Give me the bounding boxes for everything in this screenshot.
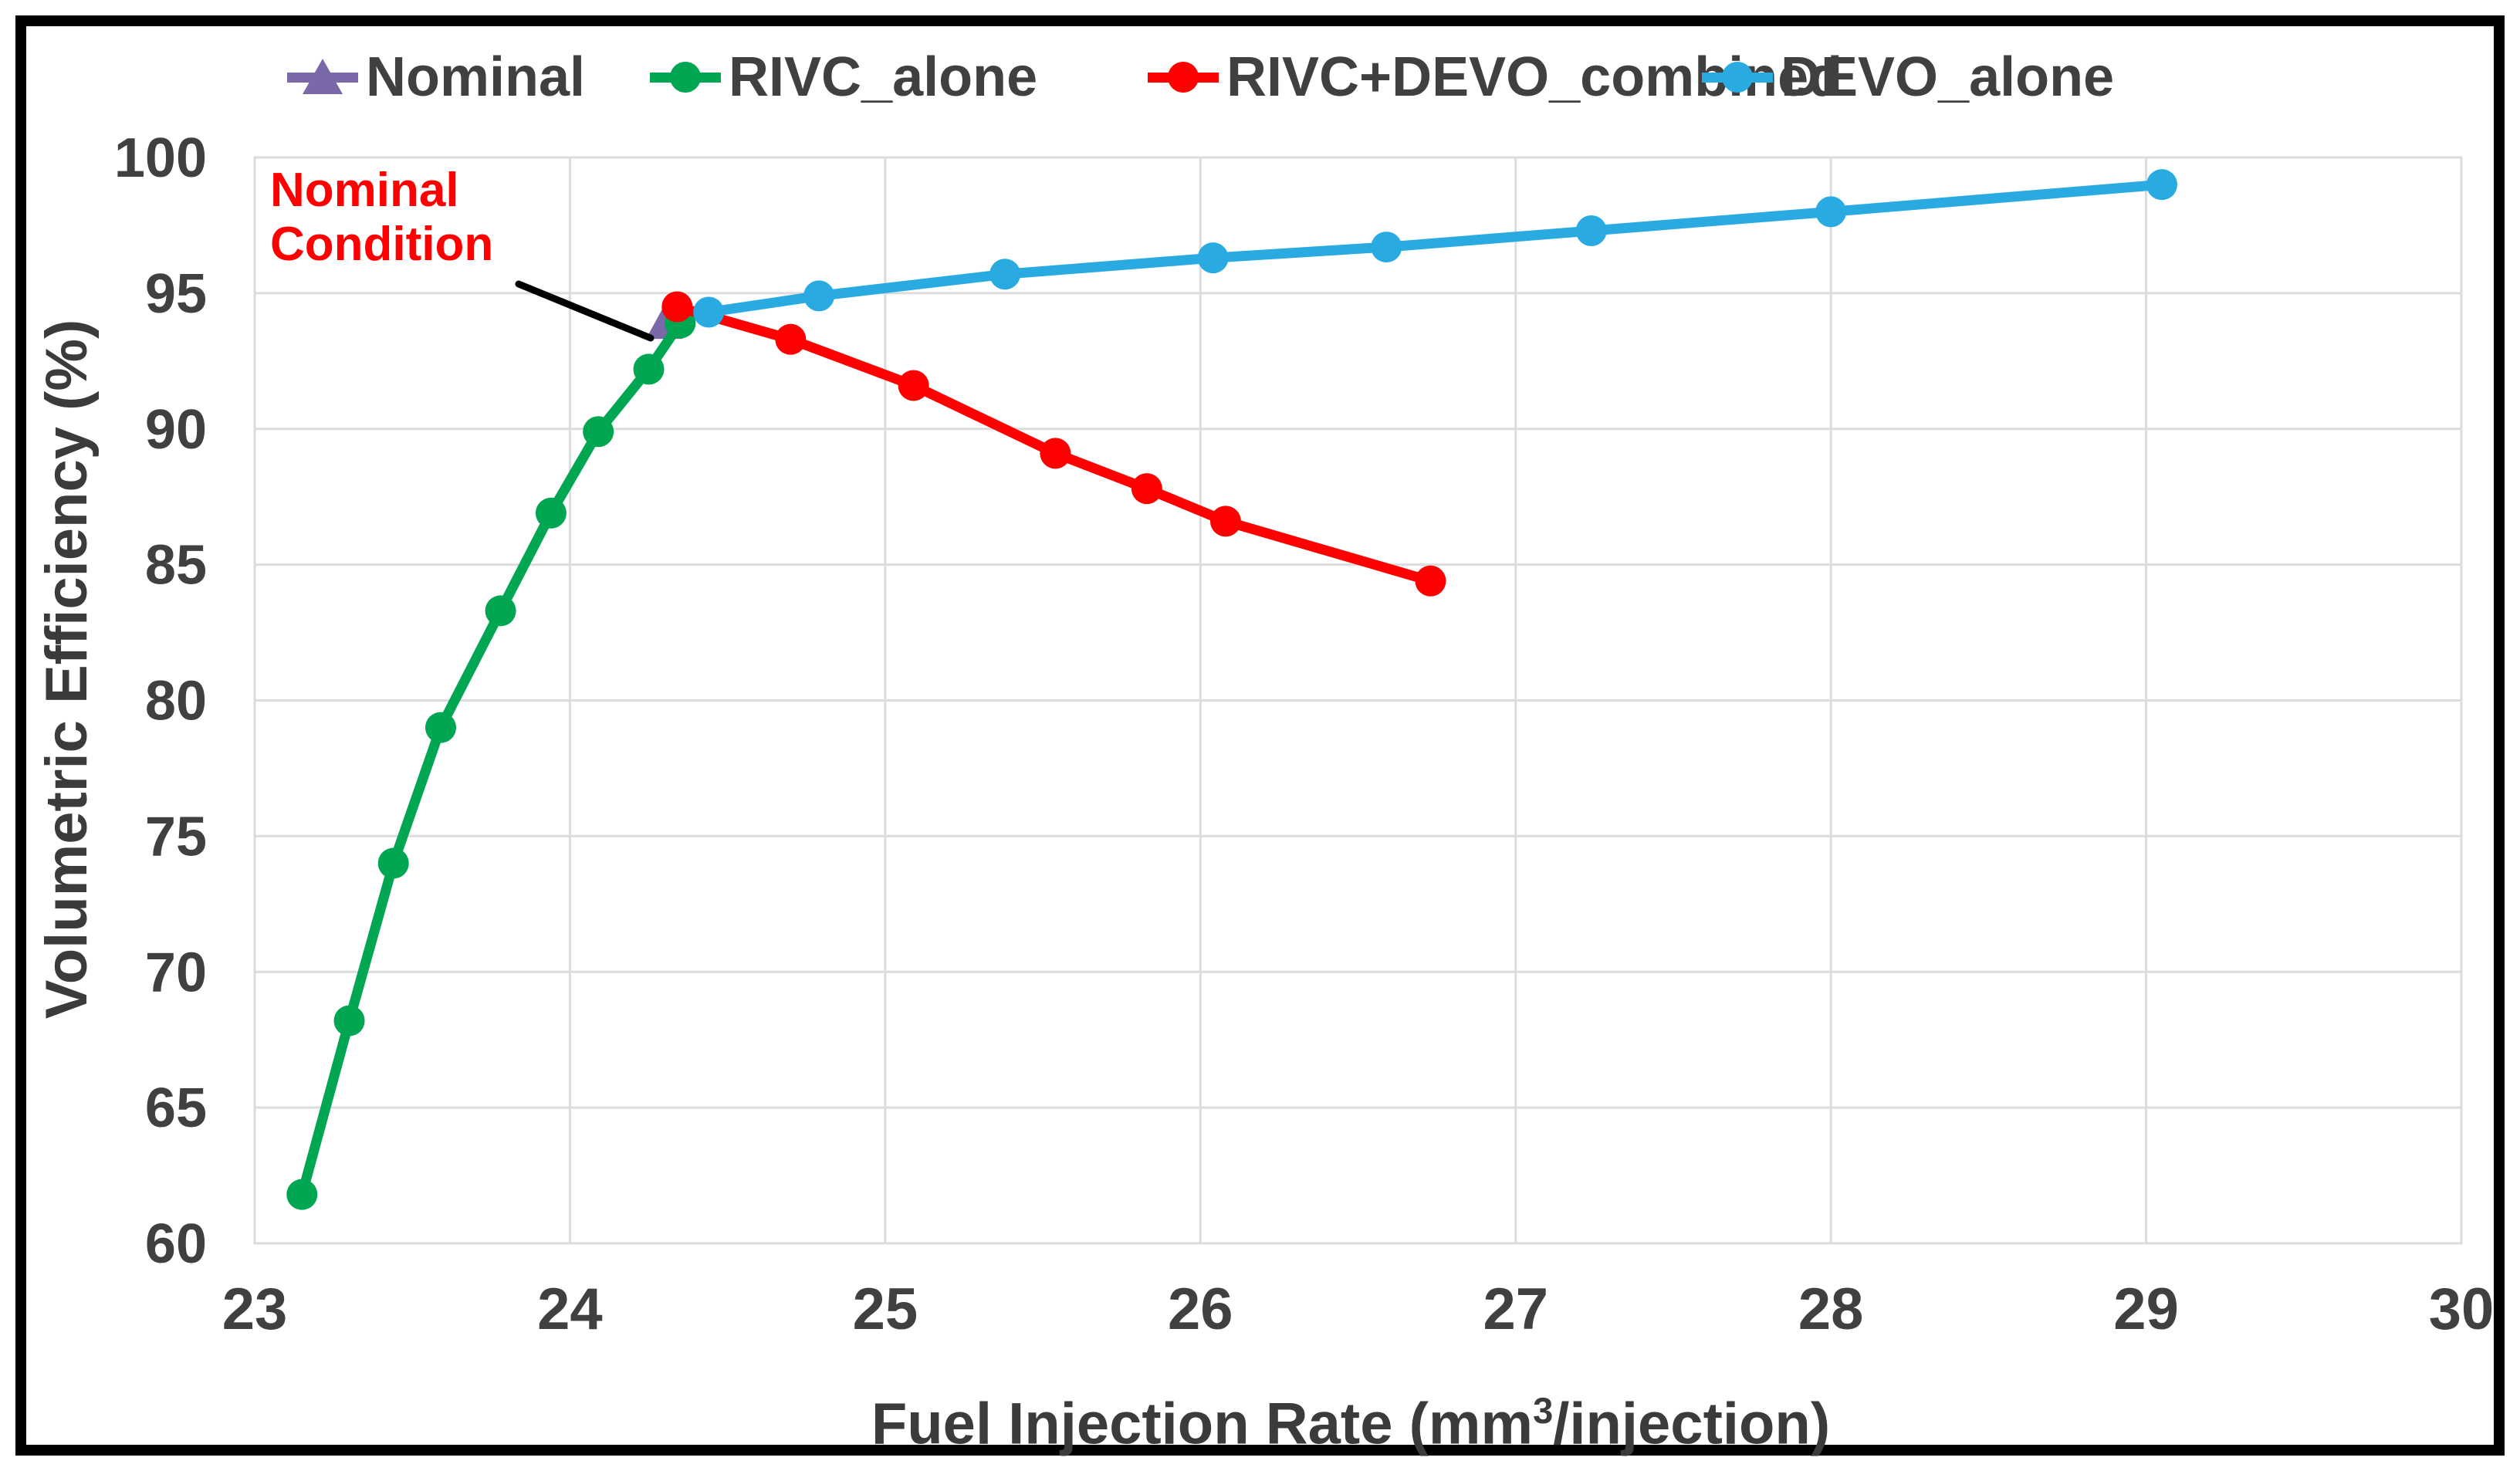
legend-item-rivc-alone: RIVC_alone xyxy=(650,43,1037,111)
rivc-devo-combined-marker-icon xyxy=(1148,43,1219,111)
x-tick-label: 27 xyxy=(1483,1277,1548,1342)
x-axis-title-superscript: 3 xyxy=(1533,1390,1554,1431)
data-point xyxy=(693,296,725,328)
x-axis-title: Fuel Injection Rate (mm3/injection) xyxy=(803,1389,1899,1457)
data-point xyxy=(535,497,567,529)
data-point xyxy=(1575,215,1607,246)
y-tick-label: 90 xyxy=(145,399,207,461)
data-point xyxy=(377,847,409,879)
legend-label: Nominal xyxy=(366,46,586,108)
legend-item-nominal: Nominal xyxy=(287,43,585,111)
x-tick-label: 30 xyxy=(2429,1277,2495,1342)
series-DEVO_alone xyxy=(693,169,2177,328)
y-tick-label: 65 xyxy=(145,1077,207,1139)
data-point xyxy=(1815,196,1847,228)
x-tick-label: 26 xyxy=(1168,1277,1233,1342)
series-RIVC_alone xyxy=(286,307,696,1210)
y-tick-label: 70 xyxy=(145,942,207,1003)
x-tick-label: 25 xyxy=(853,1277,918,1342)
x-tick-label: 24 xyxy=(537,1277,603,1342)
data-point xyxy=(1040,438,1071,469)
nominal-condition-annotation: Nominal Condition xyxy=(270,164,494,272)
x-tick-label: 23 xyxy=(222,1277,288,1342)
data-point xyxy=(2146,169,2177,201)
data-point xyxy=(286,1178,318,1210)
y-axis-title: Volumetric Efficiency (%) xyxy=(34,319,100,1020)
data-point xyxy=(1415,565,1446,597)
figure-border xyxy=(15,15,2505,1456)
rivc-alone-marker-icon xyxy=(650,43,721,111)
y-tick-label: 100 xyxy=(114,127,207,189)
y-tick-label: 85 xyxy=(145,535,207,597)
data-point xyxy=(661,291,693,323)
legend-label: DEVO_alone xyxy=(1781,46,2115,108)
data-point xyxy=(898,370,929,401)
data-point xyxy=(1371,232,1402,263)
data-point xyxy=(333,1005,365,1036)
y-tick-label: 60 xyxy=(145,1213,207,1275)
x-axis-title-text: Fuel Injection Rate (mm xyxy=(871,1391,1534,1457)
x-tick-label: 28 xyxy=(1798,1277,1864,1342)
series-RIVC+DEVO_combined xyxy=(661,291,1446,597)
data-point xyxy=(633,353,665,385)
data-point xyxy=(1209,506,1241,537)
y-tick-label: 80 xyxy=(145,671,207,732)
plot-border xyxy=(253,156,2463,1245)
devo-alone-marker-icon xyxy=(1702,43,1773,111)
data-point xyxy=(583,416,614,448)
data-point xyxy=(1197,242,1229,274)
series-line xyxy=(703,179,2167,317)
y-tick-label: 95 xyxy=(145,263,207,325)
x-axis-title-text: /injection) xyxy=(1553,1391,1831,1457)
data-point xyxy=(485,595,516,627)
data-point xyxy=(1131,473,1162,505)
legend-item-devo-alone: DEVO_alone xyxy=(1702,43,2114,111)
data-point xyxy=(803,280,835,312)
data-point xyxy=(775,323,807,355)
data-point xyxy=(425,712,456,743)
x-tick-label: 29 xyxy=(2113,1277,2179,1342)
nominal-triangle-icon xyxy=(287,43,358,111)
y-tick-label: 75 xyxy=(145,806,207,867)
data-point xyxy=(989,259,1021,290)
annotation-pointer-line xyxy=(515,280,655,342)
legend-label: RIVC_alone xyxy=(729,46,1038,108)
